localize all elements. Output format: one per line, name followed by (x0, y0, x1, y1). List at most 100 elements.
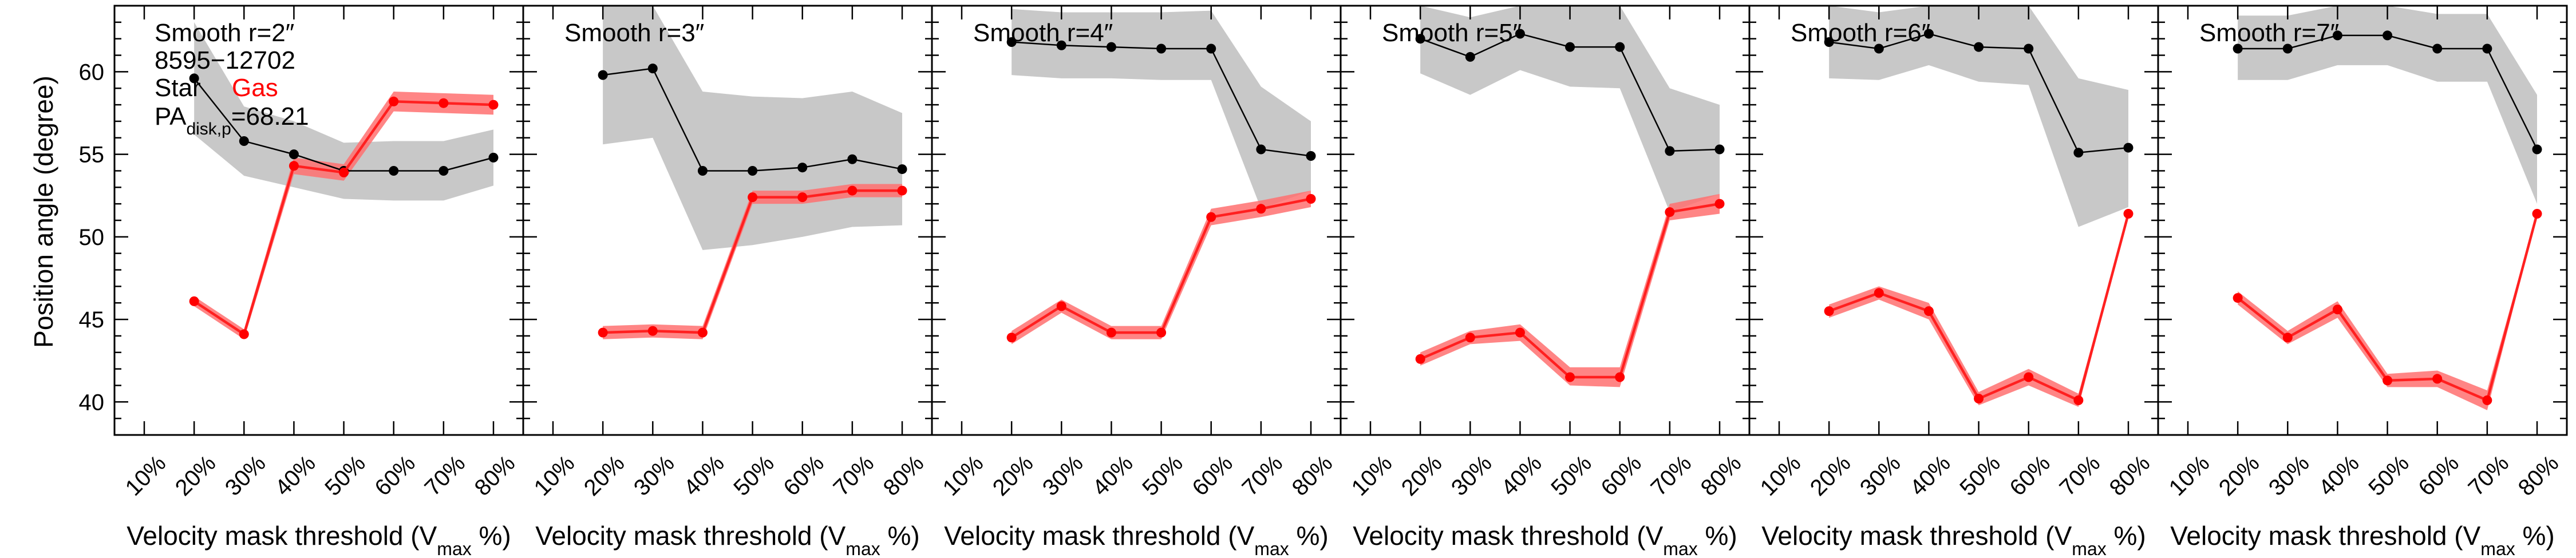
star-point-40% (1923, 29, 1934, 39)
star-point-40% (2332, 30, 2342, 41)
plot-area (1415, 6, 1725, 387)
star-point-30% (239, 136, 249, 147)
gas-point-20% (1415, 354, 1425, 364)
gas-point-40% (1515, 327, 1525, 338)
gas-point-70% (2073, 395, 2084, 405)
x-tick-label-40%: 40% (2314, 450, 2364, 501)
x-tick-label-70%: 70% (2463, 450, 2514, 501)
x-tick-label-50%: 50% (1137, 450, 1188, 501)
gas-point-30% (647, 326, 658, 336)
x-axis-label: Velocity mask threshold (Vmax %) (1761, 521, 2146, 558)
x-tick-label-10%: 10% (1756, 450, 1806, 501)
star-point-30% (1056, 40, 1066, 50)
gas-point-20% (1824, 306, 1834, 316)
star-point-80% (1306, 151, 1316, 161)
gas-point-60% (2432, 374, 2443, 384)
gas-point-50% (1974, 394, 1984, 404)
x-tick-label-80%: 80% (470, 450, 520, 501)
gas-point-30% (1056, 301, 1066, 311)
x-tick-label-30%: 30% (2264, 450, 2314, 501)
panel-title: Smooth r=2″ (155, 19, 294, 47)
star-point-80% (1714, 144, 1725, 155)
gas-series-line (1010, 197, 1311, 339)
x-axis-label: Velocity mask threshold (Vmax %) (535, 521, 919, 558)
gas-point-50% (1565, 372, 1575, 382)
star-uncertainty-band (1012, 9, 1311, 209)
x-tick-label-10%: 10% (1347, 450, 1397, 501)
panel-1: 40 45 50 55 60 10% 20% 30% 40% 50% 60% 70% 80% Veloci… (79, 5, 524, 558)
x-tick-label-10%: 10% (530, 450, 580, 501)
x-tick-label-80%: 80% (1696, 450, 1747, 501)
plot-area (2233, 6, 2542, 410)
gas-point-30% (1874, 288, 1884, 298)
x-tick-label-50%: 50% (2364, 450, 2414, 501)
x-axis-label: Velocity mask threshold (Vmax %) (1353, 521, 1737, 558)
x-tick-label-40%: 40% (1496, 450, 1547, 501)
gas-point-80% (2532, 208, 2542, 219)
panel-2: 10% 20% 30% 40% 50% 60% 70% 80% Velocity mask th… (522, 5, 933, 558)
x-tick-label-30%: 30% (1447, 450, 1497, 501)
panel-3: 10% 20% 30% 40% 50% 60% 70% 80% Velocity mask th… (931, 5, 1342, 558)
gas-point-40% (1106, 327, 1116, 338)
x-tick-label-70%: 70% (1646, 450, 1696, 501)
pa-disk-label: PAdisk,p=68.21 (155, 102, 309, 138)
x-tick-label-60%: 60% (2005, 450, 2055, 501)
gas-point-70% (2482, 395, 2492, 405)
x-tick-label-30%: 30% (1855, 450, 1906, 501)
x-tick-label-50%: 50% (320, 450, 370, 501)
star-point-30% (2282, 43, 2293, 54)
star-point-60% (2432, 43, 2443, 54)
star-point-40% (1106, 42, 1116, 52)
gas-point-20% (1006, 333, 1017, 343)
star-point-50% (2383, 30, 2393, 41)
x-tick-label-20%: 20% (988, 450, 1038, 501)
star-point-80% (488, 152, 499, 163)
star-point-20% (189, 73, 199, 84)
gas-point-80% (2123, 208, 2134, 219)
x-tick-label-60%: 60% (370, 450, 420, 501)
x-tick-label-20%: 20% (2214, 450, 2265, 501)
gas-point-70% (1665, 207, 1675, 217)
gas-point-80% (1714, 199, 1725, 209)
galaxy-id: 8595−12702 (155, 46, 295, 74)
panel-4: 10% 20% 30% 40% 50% 60% 70% 80% Velocity mask th… (1340, 5, 1751, 558)
star-point-70% (1665, 146, 1675, 156)
star-point-60% (389, 165, 399, 176)
panel-title: Smooth r=4″ (973, 19, 1113, 47)
gas-uncertainty-band (1420, 193, 1720, 387)
x-tick-label-70%: 70% (1237, 450, 1287, 501)
x-tick-label-40%: 40% (1088, 450, 1138, 501)
x-tick-label-80%: 80% (879, 450, 929, 501)
star-point-70% (1256, 144, 1266, 155)
star-point-60% (2024, 43, 2034, 54)
gas-point-70% (1256, 204, 1266, 214)
gas-point-50% (1156, 327, 1167, 338)
star-point-40% (1515, 29, 1525, 39)
gas-point-40% (697, 327, 708, 338)
star-point-60% (1615, 42, 1625, 52)
gas-point-50% (339, 167, 349, 177)
star-uncertainty-band (2238, 6, 2537, 204)
panel-title: Smooth r=5″ (1382, 19, 1522, 47)
star-point-60% (797, 163, 808, 173)
star-point-70% (847, 154, 858, 164)
star-point-40% (697, 165, 708, 176)
x-tick-label-20%: 20% (579, 450, 630, 501)
gas-point-80% (488, 100, 499, 110)
star-point-20% (1824, 37, 1834, 47)
star-point-70% (2482, 43, 2492, 54)
x-tick-label-60%: 60% (779, 450, 829, 501)
y-tick-label: 40 (79, 390, 105, 415)
gas-point-70% (438, 98, 449, 108)
star-point-70% (438, 165, 449, 176)
x-axis-label: Velocity mask threshold (Vmax %) (2170, 521, 2554, 558)
y-tick-label: 55 (79, 143, 105, 168)
x-tick-label-10%: 10% (121, 450, 171, 501)
gas-point-40% (289, 161, 299, 171)
star-point-60% (1206, 43, 1216, 54)
x-tick-label-50%: 50% (1546, 450, 1597, 501)
gas-point-60% (2024, 372, 2034, 382)
x-tick-label-20%: 20% (1805, 450, 1856, 501)
